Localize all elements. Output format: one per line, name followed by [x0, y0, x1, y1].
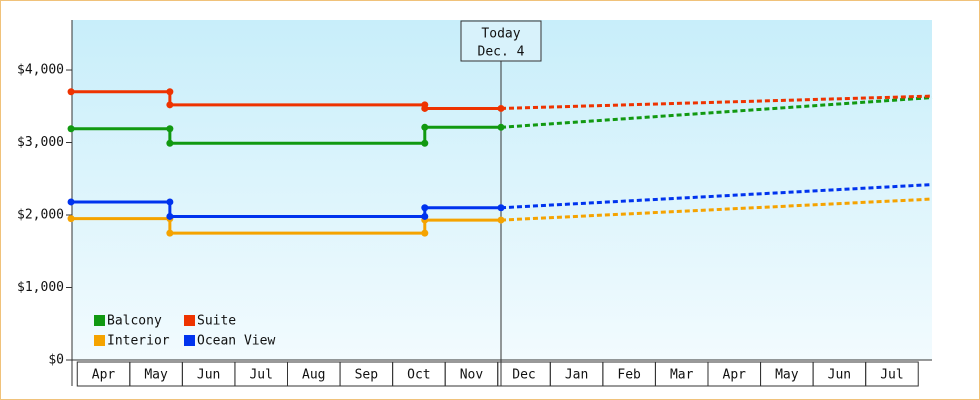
point [421, 212, 429, 220]
point [166, 101, 174, 109]
x-tick-label: Aug [302, 368, 325, 383]
legend-label: Ocean View [197, 334, 275, 349]
point [497, 104, 505, 112]
x-tick-label: Jun [828, 368, 851, 383]
series-line [71, 90, 501, 110]
point [67, 198, 75, 206]
point [421, 123, 429, 131]
legend-label: Suite [197, 314, 236, 329]
x-tick-label: May [775, 368, 799, 383]
x-tick-label: Dec [512, 368, 535, 383]
point [421, 204, 429, 212]
x-tick-label: Mar [670, 368, 694, 383]
point [67, 88, 75, 96]
x-tick-label: Jul [249, 368, 272, 383]
x-tick-label: Jan [565, 368, 588, 383]
point [166, 229, 174, 237]
x-tick-label: Oct [407, 368, 430, 383]
x-tick-label: Feb [617, 368, 641, 383]
point [497, 204, 505, 212]
today-label: Today [481, 27, 520, 42]
y-tick-label: $3,000 [17, 135, 64, 150]
legend-label: Balcony [107, 314, 162, 329]
y-tick-label: $0 [48, 353, 64, 368]
point [421, 229, 429, 237]
series-line [71, 200, 501, 218]
legend-label: Interior [107, 334, 170, 349]
x-tick-label: Jul [880, 368, 903, 383]
x-tick-label: Sep [355, 368, 379, 383]
legend-swatch [184, 335, 195, 346]
today-box [460, 20, 542, 62]
x-tick-label: Apr [92, 368, 116, 383]
point [67, 215, 75, 223]
series-line [71, 217, 501, 235]
today-label: Dec. 4 [478, 45, 525, 60]
point [166, 88, 174, 96]
point [166, 198, 174, 206]
point [166, 125, 174, 133]
plot-area [72, 20, 932, 360]
point [67, 125, 75, 133]
y-tick-label: $2,000 [17, 208, 64, 223]
point [497, 216, 505, 224]
point [166, 139, 174, 147]
x-tick-label: Jun [197, 368, 220, 383]
y-tick-label: $1,000 [17, 280, 64, 295]
x-tick-cell [865, 361, 919, 387]
legend-swatch [94, 315, 105, 326]
series-line [71, 125, 501, 145]
point [497, 123, 505, 131]
x-tick-label: Nov [460, 368, 484, 383]
y-tick-label: $4,000 [17, 63, 64, 78]
point [166, 212, 174, 220]
legend-swatch [94, 335, 105, 346]
legend-swatch [184, 315, 195, 326]
x-tick-label: May [144, 368, 168, 383]
point [421, 139, 429, 147]
forecast-line [500, 96, 933, 129]
x-tick-label: Apr [723, 368, 747, 383]
point [421, 104, 429, 112]
